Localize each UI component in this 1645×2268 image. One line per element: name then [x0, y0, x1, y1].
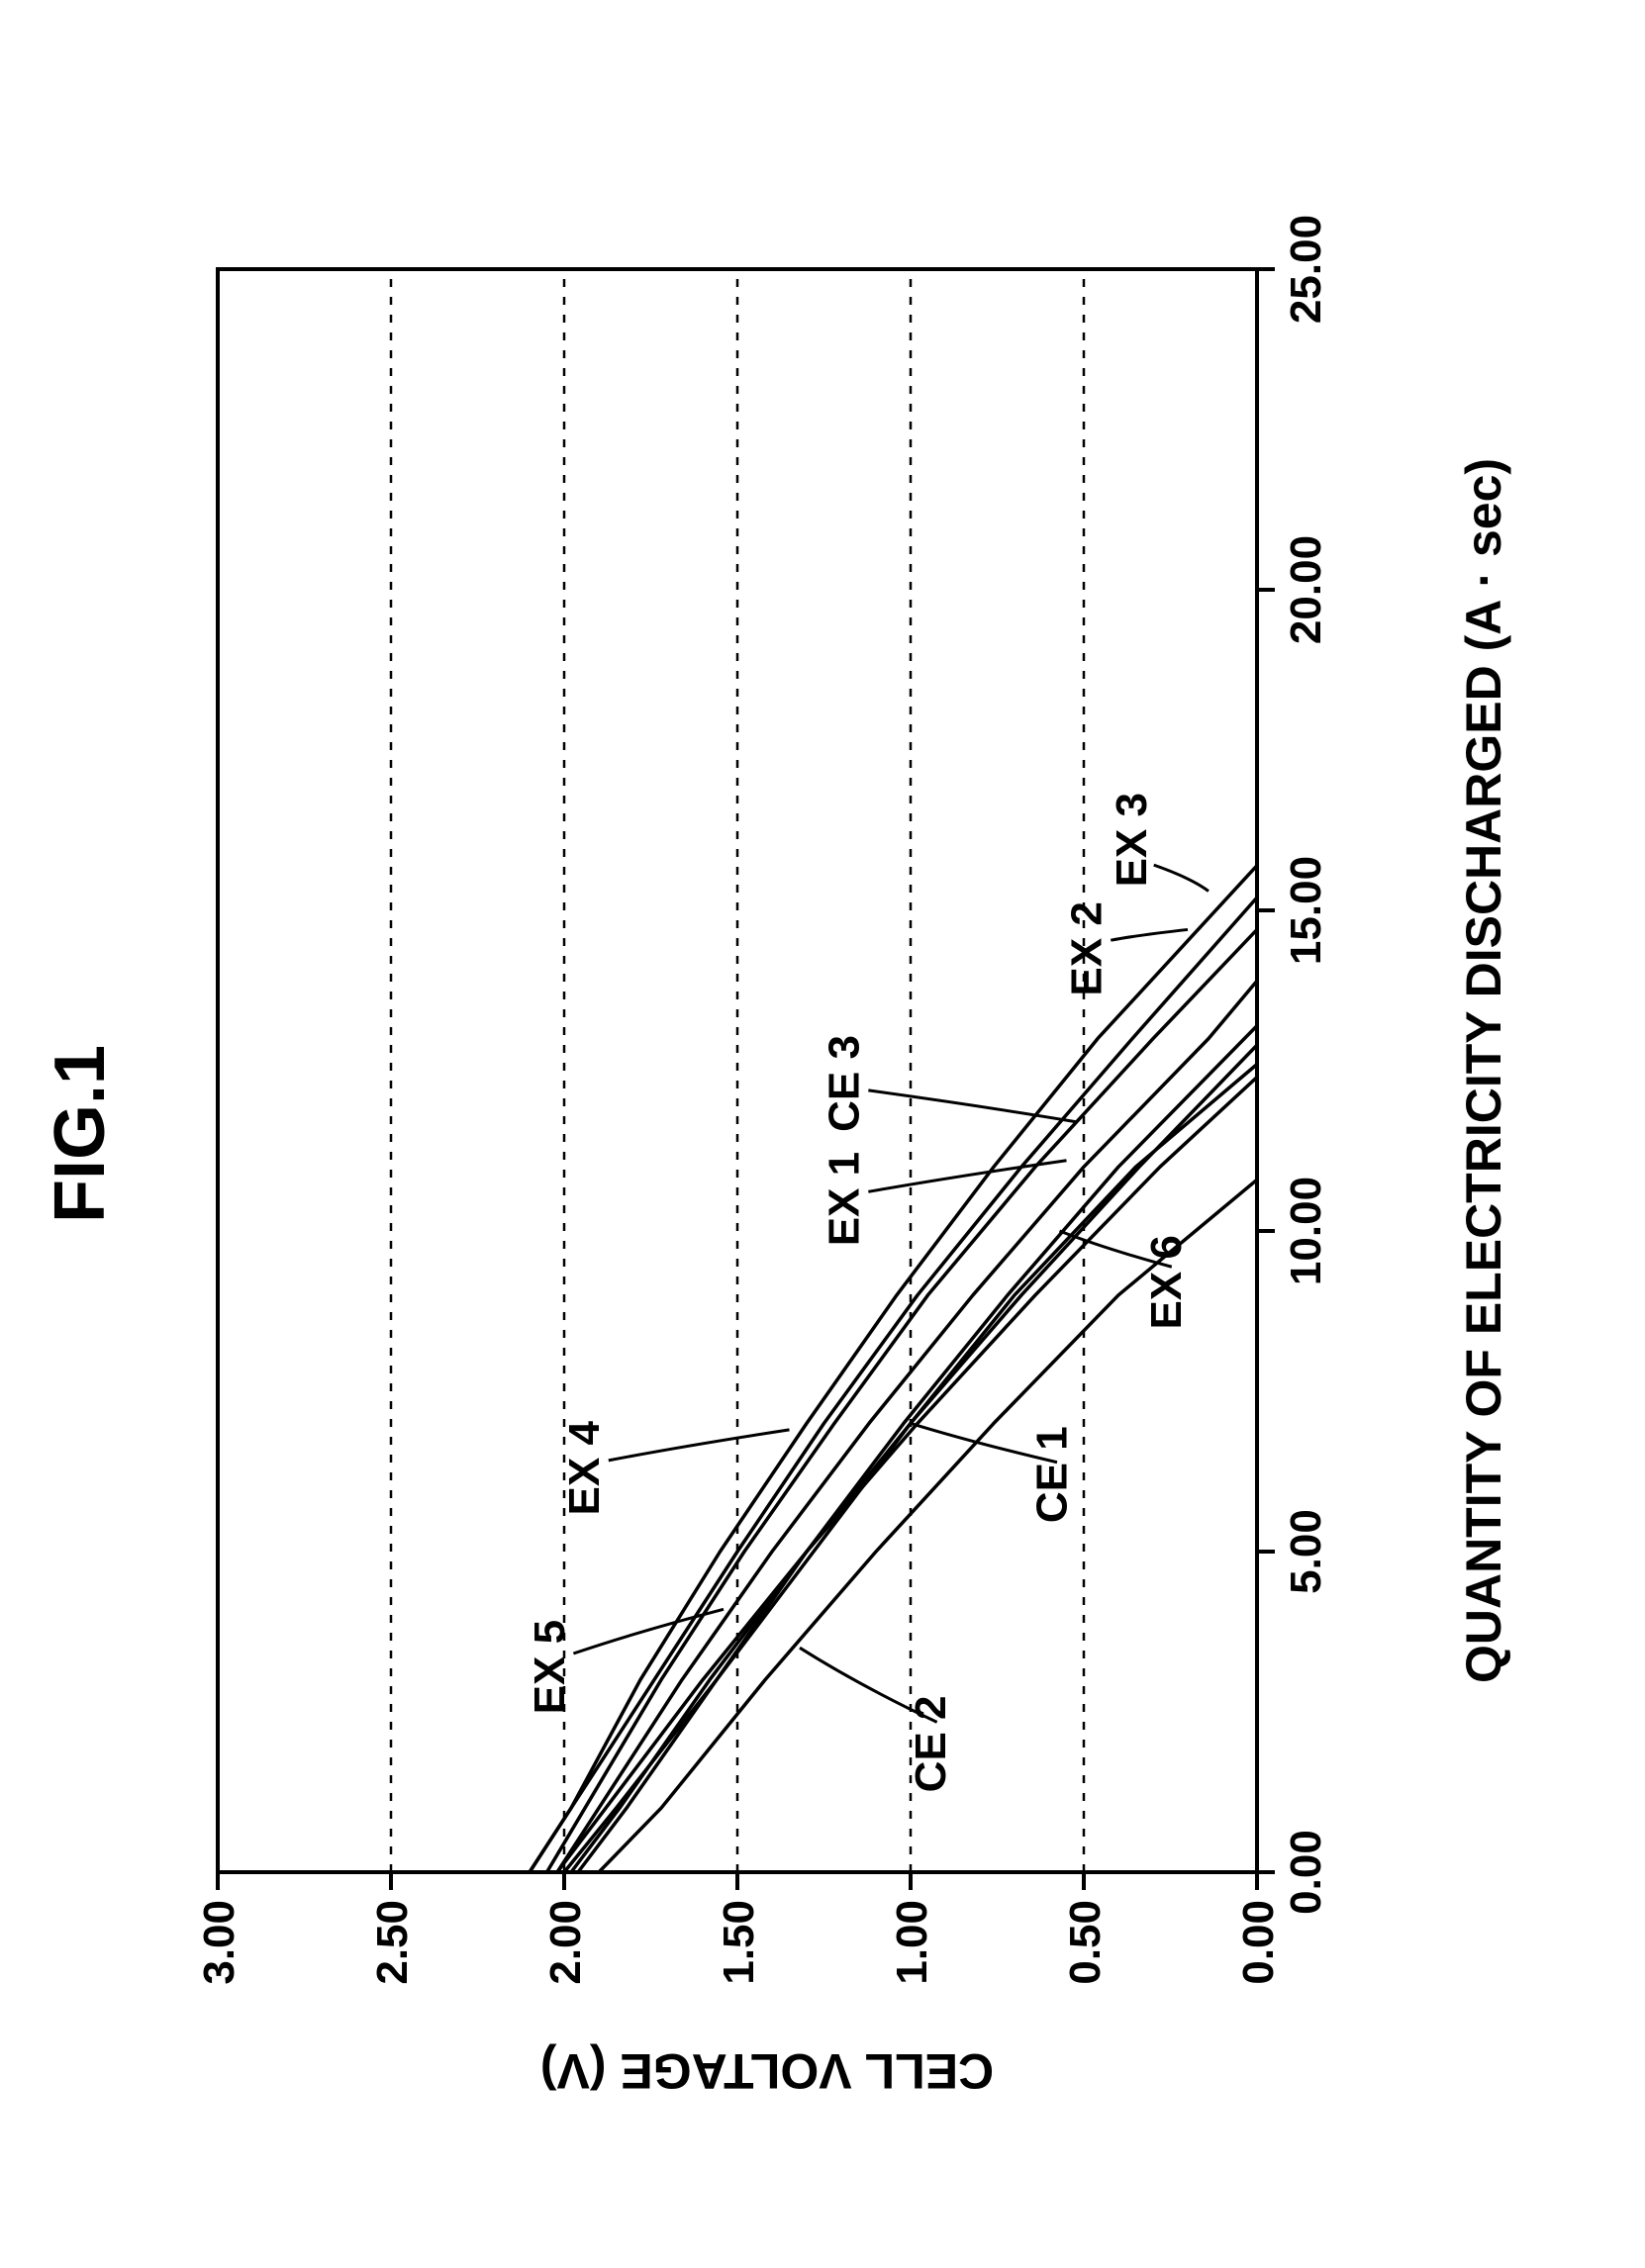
y-tick-label: 1.50 [715, 1900, 763, 1985]
rotated-page: FIG.1 CELL VOLTAGE (V) EX 5EX 4CE 2CE 1E… [0, 0, 1645, 2268]
x-tick-label: 0.00 [1282, 1830, 1330, 1915]
y-tick-labels: 0.00 0.50 1.00 1.50 2.00 2.50 3.00 [195, 1900, 1283, 1985]
leader-line [868, 1161, 1066, 1192]
series-line-ex3 [530, 866, 1257, 1872]
x-tick-label: 25.00 [1282, 215, 1330, 324]
series-label-ce2: CE 2 [907, 1695, 955, 1792]
series-label-ex2: EX 2 [1063, 901, 1112, 995]
series-label-ce1: CE 1 [1028, 1426, 1077, 1523]
x-tick-label: 10.00 [1282, 1177, 1330, 1285]
x-tick-label: 15.00 [1282, 856, 1330, 965]
x-axis-label: QUANTITY OF ELECTRICITY DISCHARGED (A · … [1455, 230, 1512, 1912]
y-tick-label: 1.00 [888, 1900, 936, 1985]
figure-title: FIG.1 [40, 0, 121, 2268]
leader-line [609, 1430, 790, 1461]
grid-lines [218, 269, 1084, 1872]
series-label-ce3: CE 3 [821, 1035, 869, 1132]
x-tick-label: 20.00 [1282, 535, 1330, 644]
y-tick-label: 0.50 [1061, 1900, 1110, 1985]
series-label-ex5: EX 5 [526, 1620, 574, 1714]
y-tick-label: 2.00 [541, 1900, 590, 1985]
x-tick-label: 5.00 [1282, 1509, 1330, 1594]
plot-area: EX 5 EX 4 CE 2 CE 1 EX 6 EX 1 CE 3 EX 2 EX 3 0.0… [198, 230, 1336, 1912]
y-tick-label: 2.50 [368, 1900, 417, 1985]
leader-line [573, 1609, 724, 1654]
series-labels: EX 5 EX 4 CE 2 CE 1 EX 6 EX 1 CE 3 EX 2 EX 3 [526, 793, 1209, 1792]
y-tick-label: 3.00 [195, 1900, 243, 1985]
series-label-ex6: EX 6 [1142, 1235, 1191, 1329]
leader-line [1111, 929, 1188, 940]
leader-line [1154, 865, 1209, 891]
leader-line [868, 1090, 1077, 1122]
series-label-ex3: EX 3 [1108, 793, 1156, 887]
chart-svg: EX 5 EX 4 CE 2 CE 1 EX 6 EX 1 CE 3 EX 2 EX 3 0.0… [198, 230, 1336, 1912]
y-tick-label: 0.00 [1234, 1900, 1283, 1985]
y-axis-label: CELL VOLTAGE (V) [198, 2040, 1336, 2100]
series-label-ex1: EX 1 [821, 1152, 869, 1246]
series-line-ex4 [547, 929, 1258, 1872]
series-label-ex4: EX 4 [560, 1421, 609, 1516]
x-tick-labels: 0.00 5.00 10.00 15.00 20.00 25.00 [1282, 215, 1330, 1915]
data-lines [530, 866, 1257, 1872]
